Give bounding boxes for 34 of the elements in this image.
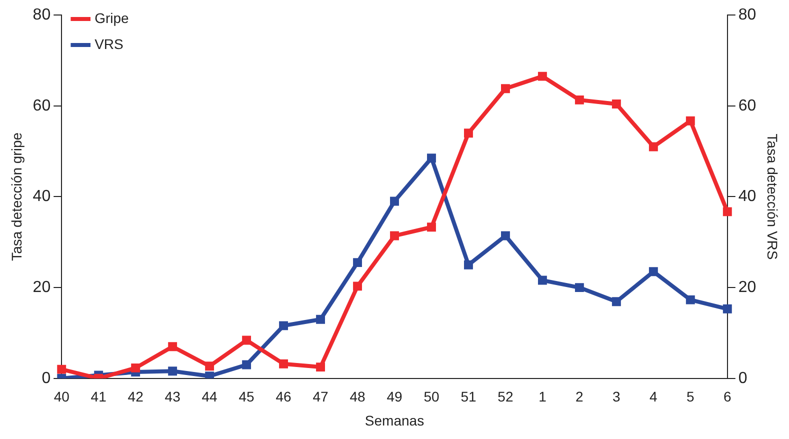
legend-label: Gripe xyxy=(94,10,130,26)
x-tick-label: 48 xyxy=(350,388,366,405)
y-tick-label: 60 xyxy=(32,97,51,114)
x-tick-label: 44 xyxy=(202,388,218,405)
x-tick-label: 50 xyxy=(424,388,440,405)
y2-tick-label: 40 xyxy=(738,188,756,206)
x-tick-label: 6 xyxy=(724,388,732,405)
y2-axis-title: Tasa detección VRS xyxy=(764,134,781,260)
legend-label: VRS xyxy=(94,36,124,52)
y-axis-title: Tasa detección gripe xyxy=(8,132,24,261)
y-tick-label: 20 xyxy=(32,278,51,296)
y2-tick-label: 20 xyxy=(738,278,756,296)
x-tick-label: 42 xyxy=(128,388,144,405)
x-tick-label: 5 xyxy=(686,388,695,405)
x-tick-label: 47 xyxy=(312,388,329,405)
x-tick-label: 49 xyxy=(386,388,402,405)
x-tick-label: 1 xyxy=(538,388,547,405)
y2-tick-label: 60 xyxy=(738,97,756,114)
y2-tick-label: 80 xyxy=(738,6,756,24)
x-tick-label: 4 xyxy=(650,388,658,405)
x-tick-label: 45 xyxy=(238,388,255,405)
y-tick-label: 80 xyxy=(32,6,51,24)
x-axis-title: Semanas xyxy=(364,412,424,428)
y2-tick-label: 0 xyxy=(738,370,748,387)
x-tick-label: 52 xyxy=(498,388,514,405)
y-tick-label: 40 xyxy=(32,188,51,206)
x-tick-label: 40 xyxy=(54,388,70,405)
y-tick-label: 0 xyxy=(42,370,51,387)
x-tick-label: 43 xyxy=(164,388,181,405)
x-tick-label: 41 xyxy=(90,388,107,405)
x-tick-label: 2 xyxy=(576,388,584,405)
x-tick-label: 51 xyxy=(460,388,476,405)
x-tick-label: 46 xyxy=(276,388,292,405)
x-tick-label: 3 xyxy=(612,388,621,405)
